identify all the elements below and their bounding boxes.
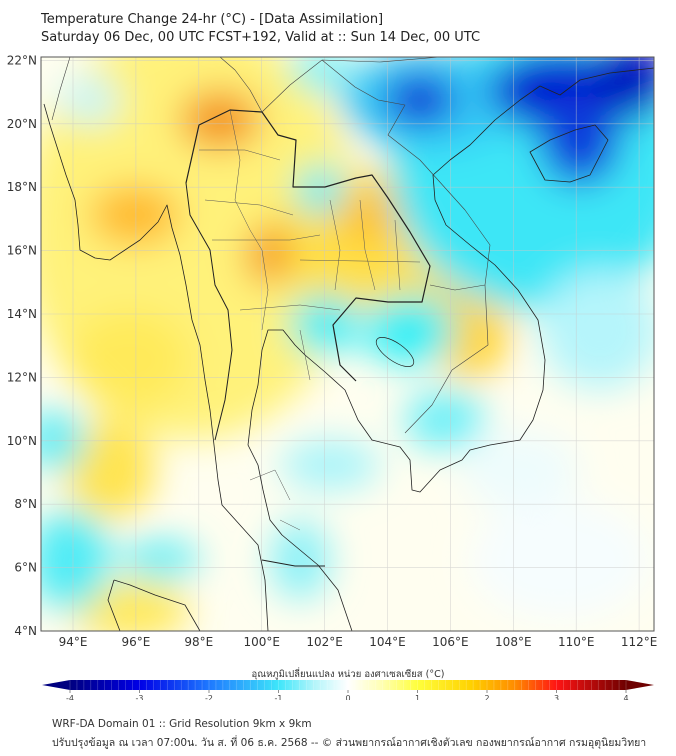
lat-label: 16°N xyxy=(7,244,37,258)
footer-model-info: WRF-DA Domain 01 :: Grid Resolution 9km … xyxy=(52,718,312,730)
lat-label: 10°N xyxy=(7,434,37,448)
footer-update-info: ปรับปรุงข้อมูล ณ เวลา 07:00น. วัน ส. ที่… xyxy=(52,737,647,749)
lat-label: 8°N xyxy=(14,497,37,511)
lat-label: 18°N xyxy=(7,180,37,194)
colorbar-tick-label: -1 xyxy=(275,694,283,700)
gridlines xyxy=(41,57,654,631)
lon-label: 110°E xyxy=(558,635,595,649)
longitude-labels: 94°E 96°E 98°E 100°E 102°E 104°E 106°E 108°E 110… xyxy=(59,635,658,649)
lon-label: 96°E xyxy=(121,635,150,649)
lon-label: 104°E xyxy=(369,635,406,649)
hainan-island xyxy=(529,124,609,183)
temperature-field xyxy=(41,57,654,631)
tonle-sap-lake xyxy=(375,337,415,367)
lon-label: 112°E xyxy=(621,635,658,649)
lon-label: 100°E xyxy=(243,635,280,649)
sumatra-coast xyxy=(107,579,201,631)
colorbar-tick-label: -3 xyxy=(136,694,144,700)
colorbar-tick-label: 2 xyxy=(484,694,489,700)
colorbar-tick-label: 0 xyxy=(345,694,350,700)
colorbar-max-extend xyxy=(626,680,654,690)
lat-label: 14°N xyxy=(7,307,37,321)
lat-label: 20°N xyxy=(7,117,37,131)
colorbar-tick-label: -2 xyxy=(205,694,213,700)
lon-label: 102°E xyxy=(306,635,343,649)
colorbar-tick-label: 3 xyxy=(554,694,559,700)
colorbar-min-extend xyxy=(42,680,70,690)
temperature-change-map: 4°N 6°N 8°N 10°N 12°N 14°N 16°N 18°N 20°N 22°N 94… xyxy=(7,53,658,700)
colorbar-tick-label: 1 xyxy=(415,694,420,700)
colorbar-gradient xyxy=(70,680,626,690)
lat-label: 4°N xyxy=(14,624,37,638)
lon-label: 94°E xyxy=(59,635,88,649)
lon-label: 108°E xyxy=(495,635,532,649)
coastlines xyxy=(43,57,654,631)
colorbar-tick-label: 4 xyxy=(623,694,628,700)
lat-label: 6°N xyxy=(14,561,37,575)
plot-frame xyxy=(40,56,655,632)
colorbar-label: อุณหภูมิเปลี่ยนแปลง หน่วย องศาเซลเซียส (… xyxy=(251,669,445,680)
chart-title: Temperature Change 24-hr (°C) - [Data As… xyxy=(41,12,384,27)
colorbar-tick-label: -4 xyxy=(66,694,74,700)
lon-label: 106°E xyxy=(432,635,469,649)
lat-label: 22°N xyxy=(7,53,37,67)
colorbar: -4 -3 -2 -1 0 1 2 3 4 xyxy=(42,680,654,700)
lon-label: 98°E xyxy=(184,635,213,649)
lat-label: 12°N xyxy=(7,370,37,384)
chart-subtitle: Saturday 06 Dec, 00 UTC FCST+192, Valid … xyxy=(41,30,481,45)
latitude-labels: 4°N 6°N 8°N 10°N 12°N 14°N 16°N 18°N 20°N 22°N xyxy=(7,53,37,638)
